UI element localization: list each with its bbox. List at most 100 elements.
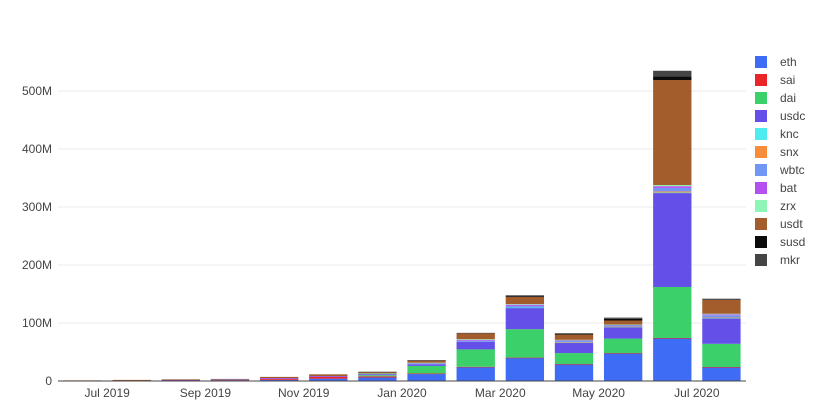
bar-segment-usdc <box>603 327 643 339</box>
legend-label-knc: knc <box>780 127 799 141</box>
bar-segment-bat <box>505 304 545 306</box>
bar-segment-wbtc <box>702 315 741 318</box>
bar-segment-usdt <box>358 372 397 374</box>
bar-segment-usdt <box>702 299 741 314</box>
bar-segment-dai <box>603 338 643 354</box>
bar-segment-eth <box>456 367 495 381</box>
bar-segment-mkr <box>702 298 741 300</box>
legend-label-eth: eth <box>780 55 797 69</box>
x-tick-label: Jul 2020 <box>674 386 720 400</box>
bar-segment-mkr <box>407 360 446 361</box>
x-tick-label: Mar 2020 <box>475 386 526 400</box>
legend-swatch-wbtc <box>755 164 767 176</box>
legend-swatch-sai <box>755 74 767 86</box>
legend-label-mkr: mkr <box>780 253 800 267</box>
bar-segment-sai <box>259 378 299 380</box>
bar-segment-usdc <box>407 364 446 366</box>
bar-segment-eth <box>653 338 692 381</box>
bar-segment-knc <box>702 318 741 319</box>
bar-segment-zrx <box>407 362 446 364</box>
legend-label-bat: bat <box>780 181 797 195</box>
bar-segment-usdc <box>554 342 594 354</box>
bar-segment-mkr <box>505 295 545 297</box>
bar-segment-wbtc <box>603 325 643 327</box>
bar-segment-mkr <box>554 333 594 334</box>
legend-swatch-zrx <box>755 200 767 212</box>
bar-segment-dai <box>554 353 594 365</box>
bar-segment-dai <box>702 343 741 368</box>
bar-segment-wbtc <box>505 305 545 308</box>
x-tick-label: May 2020 <box>572 386 625 400</box>
bar-segment-eth <box>603 353 643 381</box>
bar-segment-sai <box>505 357 545 359</box>
bar-segment-snx <box>702 317 741 319</box>
x-tick-label: Jul 2019 <box>84 386 130 400</box>
bar-segment-bat <box>554 340 594 341</box>
bar-segment-zrx <box>702 313 741 315</box>
bar-segment-susd <box>554 333 594 335</box>
bar-segment-eth <box>505 357 545 381</box>
bar-segment-knc <box>653 192 692 194</box>
bar-segment-knc <box>505 307 545 309</box>
legend-swatch-susd <box>755 236 767 248</box>
bar-segment-usdc <box>358 374 397 376</box>
bar-segment-usdc <box>653 193 692 287</box>
legend-label-dai: dai <box>780 91 796 105</box>
bar-segment-mkr <box>603 317 643 319</box>
legend-label-snx: snx <box>780 145 799 159</box>
y-tick-label: 200M <box>22 258 52 272</box>
legend-label-zrx: zrx <box>780 199 796 213</box>
bar-segment-snx <box>554 342 594 343</box>
legend-label-susd: susd <box>780 235 805 249</box>
bar-segment-dai <box>358 375 397 377</box>
bar-segment-sai <box>554 364 594 365</box>
legend-swatch-usdc <box>755 110 767 122</box>
x-tick-label: Jan 2020 <box>377 386 427 400</box>
grid-lines <box>58 90 746 324</box>
bar-segment-usdc <box>505 307 545 330</box>
bar-segment-zrx <box>653 185 692 187</box>
bar-segment-usdt <box>210 378 250 380</box>
bar-segment-usdt <box>505 296 545 305</box>
bar-segment-eth <box>358 377 397 381</box>
legend-swatch-eth <box>755 56 767 68</box>
bar-segment-dai <box>653 286 692 339</box>
legend-swatch-dai <box>755 92 767 104</box>
bar-segment-sai <box>407 373 446 375</box>
legend-swatch-bat <box>755 182 767 194</box>
x-tick-label: Nov 2019 <box>278 386 330 400</box>
bar-segment-wbtc <box>554 340 594 343</box>
bar-segment-sai <box>309 376 348 379</box>
y-tick-label: 300M <box>22 200 52 214</box>
bar-segment-sai <box>702 367 741 368</box>
bar-segment-usdc <box>456 341 495 350</box>
bar-segment-sai <box>358 376 397 378</box>
bar-segment-usdt <box>112 379 151 381</box>
x-tick-label: Sep 2019 <box>180 386 232 400</box>
bar-segment-eth <box>554 364 594 381</box>
bar-segment-mkr <box>456 332 495 334</box>
bar-segment-dai <box>505 329 545 358</box>
bar-segment-usdt <box>407 360 446 363</box>
bar-segment-sai <box>653 338 692 339</box>
bar-segment-usdt <box>259 376 299 379</box>
axes: 0 100M 200M 300M 400M 500M Jul 2019 Sep 2019 Nov… <box>22 84 746 400</box>
y-tick-label: 100M <box>22 316 52 330</box>
bar-segment-zrx <box>358 373 397 375</box>
bar-segment-mkr <box>653 70 692 77</box>
bar-segment-susd <box>505 296 545 298</box>
bar-segment-susd <box>653 76 692 81</box>
bar-segment-usdc <box>702 318 741 344</box>
y-tick-label: 500M <box>22 84 52 98</box>
legend-label-usdc: usdc <box>780 109 805 123</box>
bar-segment-bat <box>702 314 741 316</box>
bar-segment-usdt <box>554 334 594 340</box>
legend: eth sai dai usdc knc snx wbtc bat zrx usdt susd mkr <box>755 55 805 267</box>
y-tick-label: 400M <box>22 142 52 156</box>
bar-segment-snx <box>653 191 692 193</box>
legend-swatch-usdt <box>755 218 767 230</box>
bar-segment-bat <box>259 378 299 379</box>
bar-segment-dai <box>407 365 446 374</box>
legend-swatch-knc <box>755 128 767 140</box>
